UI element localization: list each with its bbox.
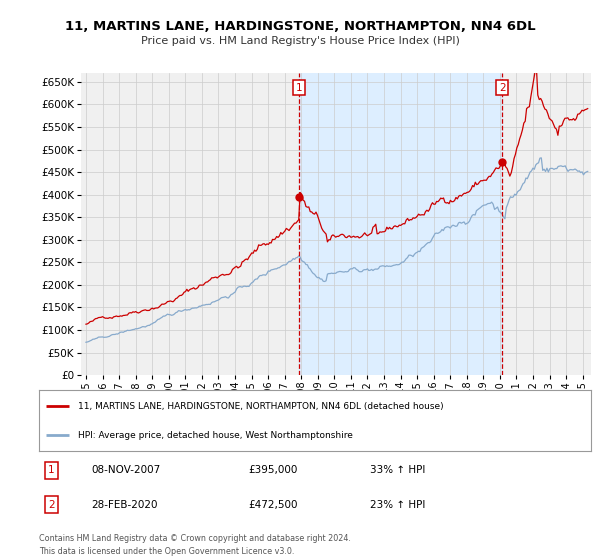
Text: £395,000: £395,000 — [249, 465, 298, 475]
Text: Price paid vs. HM Land Registry's House Price Index (HPI): Price paid vs. HM Land Registry's House … — [140, 36, 460, 46]
Bar — [299, 73, 502, 375]
Text: 1: 1 — [48, 465, 55, 475]
Text: 33% ↑ HPI: 33% ↑ HPI — [370, 465, 425, 475]
Text: £472,500: £472,500 — [249, 500, 298, 510]
Text: 23% ↑ HPI: 23% ↑ HPI — [370, 500, 425, 510]
Text: Contains HM Land Registry data © Crown copyright and database right 2024.
This d: Contains HM Land Registry data © Crown c… — [39, 534, 351, 556]
Text: 2: 2 — [499, 83, 506, 93]
Text: HPI: Average price, detached house, West Northamptonshire: HPI: Average price, detached house, West… — [77, 431, 353, 440]
Text: 11, MARTINS LANE, HARDINGSTONE, NORTHAMPTON, NN4 6DL: 11, MARTINS LANE, HARDINGSTONE, NORTHAMP… — [65, 20, 535, 32]
Text: 08-NOV-2007: 08-NOV-2007 — [91, 465, 161, 475]
Text: 1: 1 — [295, 83, 302, 93]
Text: 11, MARTINS LANE, HARDINGSTONE, NORTHAMPTON, NN4 6DL (detached house): 11, MARTINS LANE, HARDINGSTONE, NORTHAMP… — [77, 402, 443, 410]
Text: 2: 2 — [48, 500, 55, 510]
Text: 28-FEB-2020: 28-FEB-2020 — [91, 500, 158, 510]
